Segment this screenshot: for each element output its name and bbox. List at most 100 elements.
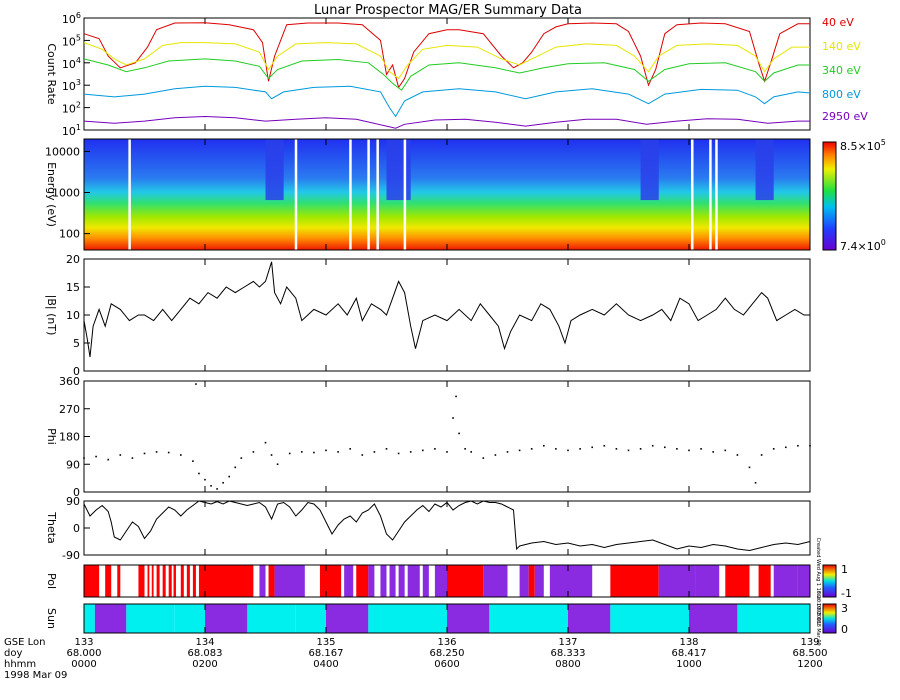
pol-segment: [725, 565, 750, 597]
phi-point: [785, 446, 787, 449]
sun-segment: [94, 604, 127, 633]
pol-segment: [156, 565, 160, 597]
energy-spectrogram: [84, 139, 810, 250]
pol-segment: [180, 565, 184, 597]
field-theta-ytick-label: 0: [73, 522, 80, 535]
phi-point: [639, 448, 642, 450]
phi-point: [591, 446, 593, 449]
footer-tick-doy: 68.250: [430, 648, 465, 659]
phi-point: [301, 451, 303, 453]
field-phi-ytick-label: 270: [59, 403, 80, 416]
legend-entry: 40 eV: [822, 16, 854, 29]
phi-point: [397, 452, 400, 455]
phi-point: [155, 451, 158, 453]
phi-point: [119, 454, 122, 456]
footer-row-label: GSE Lon: [4, 637, 45, 648]
phi-point: [210, 485, 212, 487]
footer-tick-lon: 136: [437, 637, 456, 648]
pol-segment: [380, 565, 387, 597]
phi-point: [240, 457, 243, 459]
phi-point: [361, 454, 364, 456]
pol-segment: [151, 565, 154, 597]
footer-tick-doy: 68.333: [551, 648, 586, 659]
pol-segment: [534, 565, 544, 597]
pol-segment: [162, 565, 166, 597]
pol-segment: [549, 565, 593, 597]
footer-tick-hhmm: 1000: [676, 659, 701, 670]
pol-colorbar: [822, 564, 837, 598]
footer-tick-lon: 135: [316, 637, 335, 648]
phi-point: [422, 449, 424, 452]
field-phi-ytick-label: 90: [66, 458, 80, 471]
pol-segment: [268, 565, 275, 597]
footer-tick-hhmm: 0400: [313, 659, 338, 670]
footer-row-label: doy: [4, 648, 22, 659]
spectrogram-data-gap: [709, 139, 712, 250]
pol-segment: [168, 565, 172, 597]
pol-segment: [319, 565, 342, 597]
sun-ylabel: Sun: [45, 608, 58, 629]
phi-point: [198, 472, 200, 475]
pol-segment: [259, 565, 266, 597]
phi-point: [95, 455, 97, 458]
phi-point: [579, 448, 581, 450]
phi-point: [543, 444, 545, 447]
phi-point: [222, 481, 224, 484]
field-theta-line: [83, 500, 811, 552]
phi-point: [760, 454, 763, 456]
footer-tick-lon: 138: [679, 637, 698, 648]
footer-tick-hhmm: 0000: [71, 659, 96, 670]
field-phi-ytick-label: 360: [59, 375, 80, 388]
footer-tick-hhmm: 0600: [434, 659, 459, 670]
count-rate-ylabel: Count Rate: [45, 43, 58, 105]
phi-point: [754, 481, 757, 484]
pol-segment: [658, 565, 696, 597]
pol-segment: [422, 565, 429, 597]
phi-point: [195, 383, 197, 385]
phi-point: [748, 466, 751, 469]
field-magnitude-ytick-label: 0: [73, 365, 80, 378]
pol-segment: [117, 565, 121, 597]
spectrogram-sheath-band: [386, 139, 411, 201]
field-phi-ylabel: Phi: [45, 428, 58, 445]
energy-ytick-label: 1000: [52, 187, 80, 200]
field-magnitude-ytick-label: 5: [73, 337, 80, 350]
field-magnitude-ytick-label: 20: [66, 253, 80, 266]
sun-colorbar-max: 3: [841, 602, 848, 615]
phi-point: [809, 444, 811, 447]
sun-segment: [326, 604, 369, 633]
pol-segment: [274, 565, 305, 597]
phi-point: [797, 444, 799, 447]
phi-point: [385, 448, 388, 450]
pol-segment: [398, 565, 405, 597]
phi-point: [216, 488, 218, 490]
footer-tick-hhmm: 1200: [797, 659, 822, 670]
field-theta-frame: [83, 500, 811, 556]
legend-entry: 2950 eV: [822, 110, 868, 123]
phi-point: [252, 451, 255, 453]
sun-segment: [126, 604, 175, 633]
field-theta-ytick-label: -90: [62, 549, 80, 562]
phi-point: [482, 457, 485, 459]
field-magnitude-ytick-label: 10: [66, 309, 80, 322]
footer-row-label: 1998 Mar 09: [4, 670, 67, 681]
colorbar-max-label: 8.5×105: [840, 138, 886, 153]
footer-tick-doy: 68.000: [67, 648, 102, 659]
pol-segment: [105, 565, 112, 597]
count-rate-ytick-label: 101: [62, 123, 81, 138]
sun-segment: [568, 604, 611, 633]
pol-segment: [84, 565, 100, 597]
phi-point: [192, 460, 194, 462]
sun-side-text: File: 1998 068 Mar 09: [815, 591, 821, 645]
sun-segment: [84, 604, 95, 633]
series-line-2: [83, 58, 810, 91]
phi-point: [434, 448, 436, 450]
sun-segment: [737, 604, 810, 633]
pol-segment: [344, 565, 354, 597]
phi-point: [143, 452, 146, 455]
footer-tick-lon: 134: [195, 637, 214, 648]
pol-segment: [434, 565, 447, 597]
spectrogram-sheath-band: [755, 139, 774, 201]
